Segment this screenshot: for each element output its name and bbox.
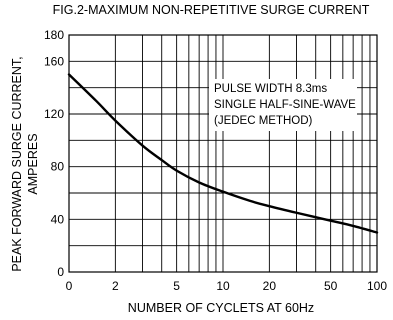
annotation-line-2: SINGLE HALF-SINE-WAVE [214,99,356,111]
annotation-line-1: PULSE WIDTH 8.3ms [214,83,327,95]
x-tick-label: 2 [112,279,119,293]
y-tick-label: 0 [57,265,64,279]
x-tick-label: 50 [324,279,338,293]
y-tick-label: 40 [51,212,65,226]
x-tick-label: 20 [263,279,277,293]
x-tick-labels: 0 2 5 10 20 50 100 [66,279,388,293]
y-axis-label-line-2: AMPERES [26,133,40,194]
x-axis-label: NUMBER OF CYCLETS AT 60Hz [128,301,314,315]
y-tick-label: 160 [44,54,64,68]
chart-title: FIG.2-MAXIMUM NON-REPETITIVE SURGE CURRE… [53,3,370,17]
plot-frame [68,34,378,273]
y-tick-labels: 0 40 80 120 160 180 [44,28,64,279]
annotation-line-3: (JEDEC METHOD) [214,115,313,127]
annotation-box: PULSE WIDTH 8.3ms SINGLE HALF-SINE-WAVE … [209,79,357,131]
x-tick-label: 10 [216,279,230,293]
x-tick-label: 5 [173,279,180,293]
x-tick-label: 0 [66,279,73,293]
y-tick-label: 180 [44,28,64,42]
series-line [67,73,379,234]
grid [69,35,377,272]
x-tick-label: 100 [367,279,387,293]
y-tick-label: 120 [44,107,64,121]
y-tick-label: 80 [51,160,65,174]
y-axis-label-line-1: PEAK FORWARD SURGE CURRENT, [10,56,24,271]
